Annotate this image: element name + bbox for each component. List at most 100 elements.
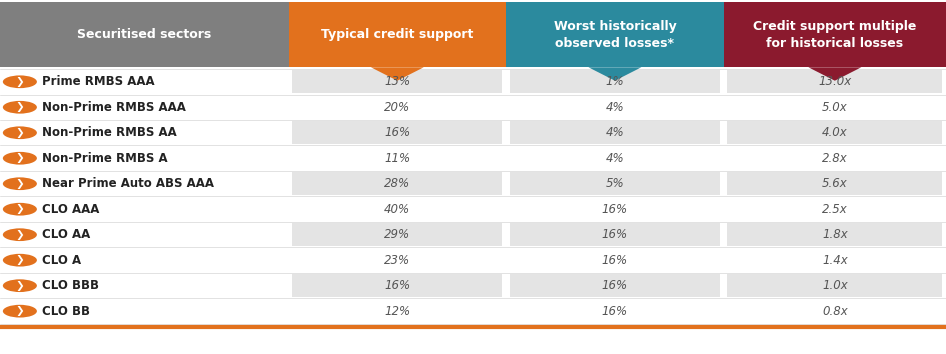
Text: ❯: ❯ xyxy=(15,281,25,291)
Text: Non-Prime RMBS AA: Non-Prime RMBS AA xyxy=(42,126,176,139)
Text: 16%: 16% xyxy=(602,254,628,267)
Circle shape xyxy=(3,177,37,190)
Text: 4%: 4% xyxy=(605,152,624,165)
Bar xyxy=(292,223,502,246)
Bar xyxy=(292,299,502,323)
Text: 23%: 23% xyxy=(384,254,411,267)
Text: 4.0x: 4.0x xyxy=(822,126,848,139)
Circle shape xyxy=(3,228,37,241)
Circle shape xyxy=(3,305,37,318)
Circle shape xyxy=(3,254,37,267)
Bar xyxy=(510,274,720,297)
Circle shape xyxy=(3,126,37,139)
Bar xyxy=(727,147,942,170)
Text: CLO A: CLO A xyxy=(42,254,80,267)
Bar xyxy=(727,299,942,323)
Bar xyxy=(292,96,502,119)
Circle shape xyxy=(3,75,37,88)
Text: 4%: 4% xyxy=(605,101,624,114)
Bar xyxy=(292,172,502,195)
Text: 2.8x: 2.8x xyxy=(822,152,848,165)
Polygon shape xyxy=(371,67,424,81)
Text: 5.0x: 5.0x xyxy=(822,101,848,114)
Bar xyxy=(727,172,942,195)
Text: 1.0x: 1.0x xyxy=(822,279,848,292)
Text: ❯: ❯ xyxy=(15,255,25,265)
Bar xyxy=(510,96,720,119)
Circle shape xyxy=(3,101,37,114)
Bar xyxy=(292,274,502,297)
Text: Worst historically
observed losses*: Worst historically observed losses* xyxy=(553,19,676,50)
Circle shape xyxy=(3,152,37,165)
Text: 2.5x: 2.5x xyxy=(822,203,848,216)
Bar xyxy=(292,121,502,144)
Bar xyxy=(510,198,720,221)
Bar xyxy=(510,121,720,144)
Text: Near Prime Auto ABS AAA: Near Prime Auto ABS AAA xyxy=(42,177,214,190)
Text: Prime RMBS AAA: Prime RMBS AAA xyxy=(42,75,154,88)
Text: Credit support multiple
for historical losses: Credit support multiple for historical l… xyxy=(753,19,917,50)
Text: 16%: 16% xyxy=(602,228,628,241)
Text: 0.8x: 0.8x xyxy=(822,305,848,318)
Text: 16%: 16% xyxy=(384,126,411,139)
Text: 16%: 16% xyxy=(602,203,628,216)
Text: 11%: 11% xyxy=(384,152,411,165)
Text: 16%: 16% xyxy=(384,279,411,292)
Bar xyxy=(727,223,942,246)
Text: 13.0x: 13.0x xyxy=(818,75,851,88)
Text: Non-Prime RMBS AAA: Non-Prime RMBS AAA xyxy=(42,101,185,114)
Text: 16%: 16% xyxy=(602,279,628,292)
Text: 16%: 16% xyxy=(602,305,628,318)
Text: ❯: ❯ xyxy=(15,102,25,112)
Bar xyxy=(727,121,942,144)
Bar xyxy=(727,249,942,272)
Text: ❯: ❯ xyxy=(15,179,25,189)
Bar xyxy=(727,96,942,119)
Text: CLO BB: CLO BB xyxy=(42,305,90,318)
Bar xyxy=(724,2,946,67)
Text: Securitised sectors: Securitised sectors xyxy=(78,28,211,41)
Text: 1%: 1% xyxy=(605,75,624,88)
Text: ❯: ❯ xyxy=(15,230,25,240)
Polygon shape xyxy=(588,67,641,81)
Bar xyxy=(506,2,724,67)
Bar xyxy=(510,147,720,170)
Text: 1.8x: 1.8x xyxy=(822,228,848,241)
Bar xyxy=(510,249,720,272)
Polygon shape xyxy=(808,67,862,81)
Bar xyxy=(292,198,502,221)
Bar xyxy=(292,249,502,272)
Bar xyxy=(0,2,289,67)
Text: ❯: ❯ xyxy=(15,204,25,214)
Bar xyxy=(510,299,720,323)
Text: ❯: ❯ xyxy=(15,77,25,87)
Text: ❯: ❯ xyxy=(15,128,25,138)
Bar xyxy=(727,274,942,297)
Text: ❯: ❯ xyxy=(15,306,25,316)
Bar xyxy=(289,2,506,67)
Text: Non-Prime RMBS A: Non-Prime RMBS A xyxy=(42,152,167,165)
Circle shape xyxy=(3,203,37,216)
Text: 5.6x: 5.6x xyxy=(822,177,848,190)
Bar xyxy=(510,70,720,93)
Text: 28%: 28% xyxy=(384,177,411,190)
Circle shape xyxy=(3,279,37,292)
Bar xyxy=(292,147,502,170)
Bar xyxy=(727,198,942,221)
Text: 12%: 12% xyxy=(384,305,411,318)
Text: CLO AAA: CLO AAA xyxy=(42,203,99,216)
Text: 20%: 20% xyxy=(384,101,411,114)
Text: 4%: 4% xyxy=(605,126,624,139)
Bar xyxy=(727,70,942,93)
Bar xyxy=(510,172,720,195)
Text: 29%: 29% xyxy=(384,228,411,241)
Text: 5%: 5% xyxy=(605,177,624,190)
Text: 40%: 40% xyxy=(384,203,411,216)
Text: ❯: ❯ xyxy=(15,153,25,163)
Text: CLO BBB: CLO BBB xyxy=(42,279,98,292)
Bar xyxy=(510,223,720,246)
Text: 1.4x: 1.4x xyxy=(822,254,848,267)
Text: CLO AA: CLO AA xyxy=(42,228,90,241)
Text: Typical credit support: Typical credit support xyxy=(321,28,474,41)
Text: 13%: 13% xyxy=(384,75,411,88)
